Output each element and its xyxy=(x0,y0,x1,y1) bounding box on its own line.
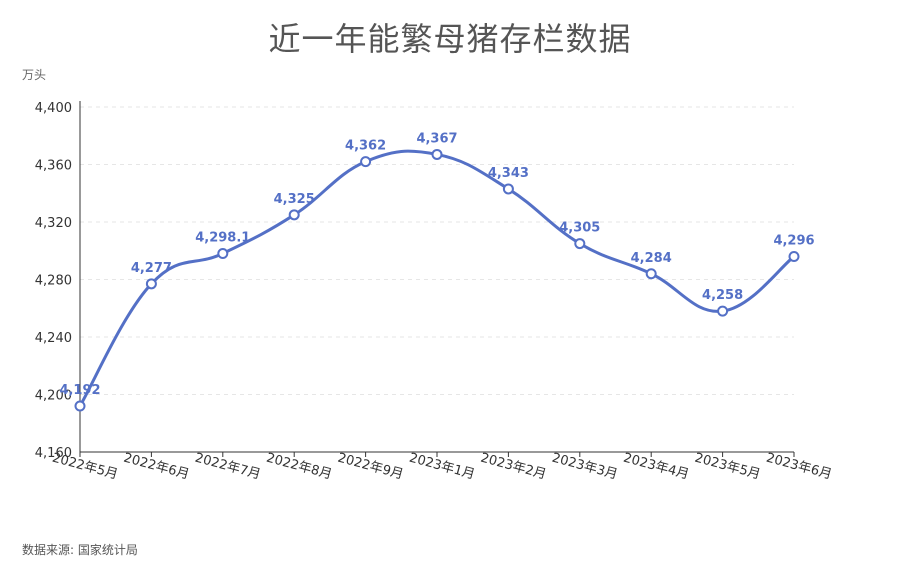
data-label: 4,296 xyxy=(773,234,814,249)
y-tick-label: 4,160 xyxy=(35,446,72,461)
data-label: 4,325 xyxy=(274,192,315,207)
data-point xyxy=(145,278,157,290)
y-tick-label: 4,400 xyxy=(35,101,72,116)
data-label: 4,343 xyxy=(488,166,529,181)
data-label: 4,284 xyxy=(631,251,672,266)
data-label: 4,277 xyxy=(131,261,172,276)
y-tick-label: 4,240 xyxy=(35,331,72,346)
data-point xyxy=(431,148,443,160)
x-tick-label: 2022年6月 xyxy=(122,451,191,483)
data-point xyxy=(74,400,86,412)
x-tick-label: 2023年4月 xyxy=(622,451,691,483)
x-tick-label: 2023年3月 xyxy=(550,451,619,483)
data-label: 4,298.1 xyxy=(195,230,250,245)
series-line xyxy=(78,149,795,407)
data-source: 数据来源: 国家统计局 xyxy=(22,543,138,557)
data-point xyxy=(717,305,729,317)
data-point xyxy=(360,156,372,168)
data-point xyxy=(288,209,300,221)
x-tick-label: 2023年2月 xyxy=(479,451,548,483)
data-point xyxy=(574,238,586,250)
x-tick-label: 2022年5月 xyxy=(50,451,119,483)
data-point xyxy=(645,268,657,280)
data-label: 4,192 xyxy=(59,383,100,398)
y-axis-unit: 万头 xyxy=(22,68,47,82)
x-tick-label: 2022年7月 xyxy=(193,451,262,483)
y-tick-label: 4,200 xyxy=(35,389,72,404)
y-tick-label: 4,320 xyxy=(35,216,72,231)
data-label: 4,362 xyxy=(345,139,386,154)
data-label: 4,367 xyxy=(416,131,457,146)
x-tick-label: 2023年1月 xyxy=(407,451,476,483)
chart-title: 近一年能繁母猪存栏数据 xyxy=(268,20,632,58)
y-tick-label: 4,360 xyxy=(35,159,72,174)
data-point xyxy=(788,251,800,262)
x-tick-label: 2023年5月 xyxy=(693,451,762,483)
data-point xyxy=(217,247,229,259)
data-label: 4,305 xyxy=(559,221,600,236)
x-tick-label: 2022年8月 xyxy=(265,451,334,483)
data-point xyxy=(502,183,514,195)
x-tick-label: 2022年9月 xyxy=(336,451,405,483)
y-tick-label: 4,280 xyxy=(35,274,72,289)
x-tick-label: 2023年6月 xyxy=(764,451,833,483)
data-label: 4,258 xyxy=(702,288,743,303)
